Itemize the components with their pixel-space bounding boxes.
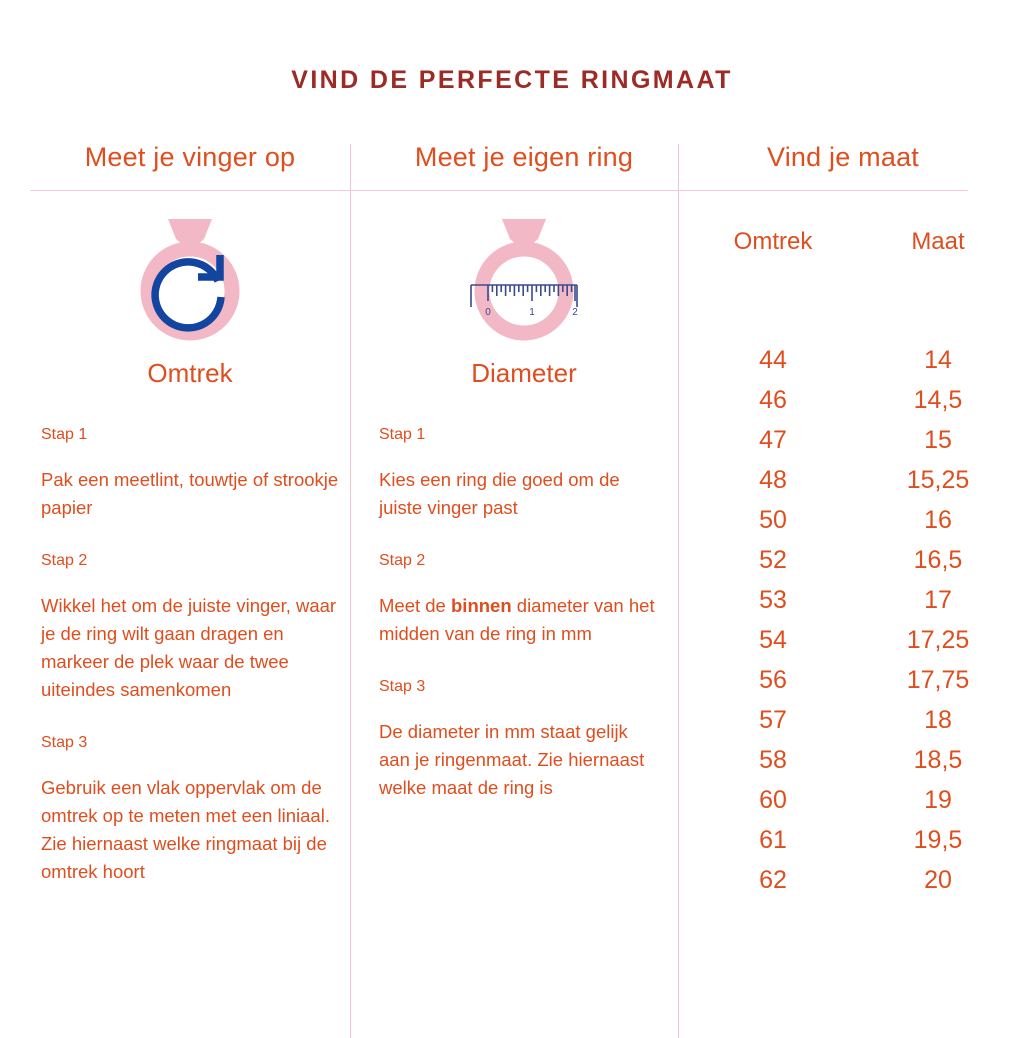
table-column-header-maat: Maat xyxy=(911,228,965,255)
table-cell-maat: 19 xyxy=(924,785,952,814)
table-cell-maat: 15 xyxy=(924,425,952,454)
table-cell-maat: 17 xyxy=(924,585,952,614)
table-cell-omtrek: 50 xyxy=(759,505,787,534)
table-cell-omtrek: 60 xyxy=(759,785,787,814)
table-cell-maat: 18,5 xyxy=(913,745,963,774)
table-row: 57 18 xyxy=(678,700,1008,740)
column-header-3: Vind je maat xyxy=(767,142,919,172)
table-cell-maat: 20 xyxy=(924,865,952,894)
table-cell-omtrek: 56 xyxy=(759,665,787,694)
step-text: Gebruik een vlak oppervlak om de omtrek … xyxy=(41,777,330,882)
step-text: De diameter in mm staat gelijk aan je ri… xyxy=(379,721,645,798)
table-cell-omtrek: 61 xyxy=(759,825,787,854)
step-text: Kies een ring die goed om de juiste ving… xyxy=(379,469,620,518)
column-caption-diameter: Diameter xyxy=(471,358,577,388)
column-header-1: Meet je vinger op xyxy=(84,142,296,172)
step-text-before: Meet de xyxy=(379,595,451,616)
step-text: Wikkel het om de juiste vinger, waar je … xyxy=(41,595,337,700)
step-text: Pak een meetlint, touwtje of strookje pa… xyxy=(41,469,339,518)
size-table-body: 44 14 46 14,5 47 15 48 15,25 50 16 52 16,5 53 17 54 17,… xyxy=(678,340,1008,900)
step-text-bold: binnen xyxy=(451,595,512,616)
table-cell-maat: 16 xyxy=(924,505,952,534)
step-label: Stap 3 xyxy=(41,734,88,751)
table-cell-omtrek: 46 xyxy=(759,385,787,414)
column-divider-1 xyxy=(350,144,351,1038)
guide-columns: Meet je vinger op Omtrek Stap 1 Pak een … xyxy=(0,130,1024,1038)
table-cell-maat: 16,5 xyxy=(913,545,963,574)
table-cell-omtrek: 58 xyxy=(759,745,787,774)
table-cell-omtrek: 57 xyxy=(759,705,787,734)
column-measure-ring: Meet je eigen ring xyxy=(370,130,678,1024)
table-row: 54 17,25 xyxy=(678,620,1008,660)
table-column-header-omtrek: Omtrek xyxy=(733,228,813,255)
size-table-header: Omtrek Maat xyxy=(678,228,1008,256)
steps-list-1: Stap 1 Pak een meetlint, touwtje of stro… xyxy=(41,424,341,914)
table-cell-omtrek: 62 xyxy=(759,865,787,894)
table-cell-maat: 17,25 xyxy=(906,625,970,654)
table-cell-omtrek: 54 xyxy=(759,625,787,654)
table-row: 52 16,5 xyxy=(678,540,1008,580)
table-row: 53 17 xyxy=(678,580,1008,620)
table-cell-maat: 14 xyxy=(924,345,952,374)
table-cell-maat: 15,25 xyxy=(906,465,970,494)
ruler-label-0: 0 xyxy=(485,307,491,318)
header-underline xyxy=(30,190,968,191)
table-cell-maat: 19,5 xyxy=(913,825,963,854)
table-row: 46 14,5 xyxy=(678,380,1008,420)
table-row: 44 14 xyxy=(678,340,1008,380)
ruler-label-1: 1 xyxy=(529,307,535,318)
step-label: Stap 1 xyxy=(41,426,88,443)
page-title: VIND DE PERFECTE RINGMAAT xyxy=(291,66,733,94)
table-cell-maat: 14,5 xyxy=(913,385,963,414)
step-label: Stap 2 xyxy=(379,552,426,569)
table-cell-omtrek: 48 xyxy=(759,465,787,494)
table-cell-omtrek: 52 xyxy=(759,545,787,574)
table-row: 60 19 xyxy=(678,780,1008,820)
column-size-table: Vind je maat Omtrek Maat 44 14 46 14,5 47 15 4… xyxy=(678,130,1008,1024)
step-text-after: diameter van het midden van de ring in m… xyxy=(379,595,655,644)
table-cell-maat: 18 xyxy=(924,705,952,734)
column-header-2: Meet je eigen ring xyxy=(414,142,634,172)
step-label: Stap 3 xyxy=(379,678,426,695)
table-cell-omtrek: 53 xyxy=(759,585,787,614)
steps-list-2: Stap 1 Kies een ring die goed om de juis… xyxy=(379,424,659,830)
ruler-label-2: 2 xyxy=(572,307,578,318)
table-cell-omtrek: 44 xyxy=(759,345,787,374)
step-text-rich: Meet de binnen diameter van het midden v… xyxy=(379,592,659,648)
table-row: 47 15 xyxy=(678,420,1008,460)
column-measure-finger: Meet je vinger op Omtrek Stap 1 Pak een … xyxy=(30,130,350,1024)
table-row: 56 17,75 xyxy=(678,660,1008,700)
table-row: 58 18,5 xyxy=(678,740,1008,780)
step-label: Stap 1 xyxy=(379,426,426,443)
table-row: 62 20 xyxy=(678,860,1008,900)
table-cell-omtrek: 47 xyxy=(759,425,787,454)
column-caption-omtrek: Omtrek xyxy=(147,358,233,388)
step-label: Stap 2 xyxy=(41,552,88,569)
column-divider-2 xyxy=(678,144,679,1038)
ring-with-circular-arrow-icon xyxy=(30,208,350,348)
ring-with-ruler-icon: 0 1 2 xyxy=(370,208,678,348)
table-row: 50 16 xyxy=(678,500,1008,540)
table-cell-maat: 17,75 xyxy=(906,665,970,694)
table-row: 48 15,25 xyxy=(678,460,1008,500)
table-row: 61 19,5 xyxy=(678,820,1008,860)
